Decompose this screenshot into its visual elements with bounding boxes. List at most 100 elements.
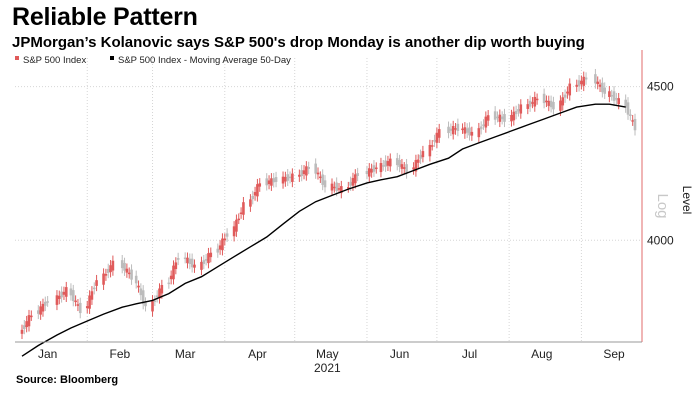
candle-body: [514, 110, 518, 115]
candle-body: [286, 174, 290, 181]
candle-body: [559, 100, 562, 111]
legend-swatch-index: [15, 56, 19, 60]
moving-average-layer: [21, 103, 626, 357]
candle-body: [298, 174, 301, 177]
candle-body: [144, 302, 147, 307]
x-tick-label: Apr: [248, 347, 267, 361]
candle-body: [430, 145, 434, 147]
candle-body: [225, 233, 229, 237]
candle-body: [528, 100, 532, 107]
candle-body: [633, 118, 637, 131]
candle-body: [535, 98, 539, 101]
candle-body: [186, 257, 189, 264]
candle-body: [284, 176, 287, 182]
candle-body: [615, 98, 618, 100]
candle-body: [218, 245, 222, 250]
candle-body: [88, 295, 91, 309]
candle-body: [139, 288, 143, 296]
grid-lines: [15, 58, 642, 342]
candle-body: [193, 264, 196, 268]
candle-body: [174, 262, 178, 270]
candle-body: [319, 176, 322, 179]
candle-body: [402, 167, 406, 169]
candle-body: [153, 300, 157, 303]
candle-body: [37, 310, 40, 314]
candle-body: [580, 80, 583, 85]
candle-body: [349, 181, 352, 186]
candle-body: [519, 104, 523, 114]
candle-body: [482, 124, 485, 126]
candle-body: [281, 176, 285, 184]
candle-body: [608, 91, 611, 97]
candle-body: [388, 158, 392, 167]
candle-body: [384, 160, 387, 167]
candle-body: [484, 116, 488, 128]
candle-body: [104, 274, 108, 276]
candle-body: [172, 265, 175, 280]
candle-body: [27, 315, 31, 327]
candle-body: [76, 304, 80, 306]
candle-body: [137, 285, 140, 288]
candle-body: [270, 178, 273, 186]
candle-body: [512, 111, 516, 121]
candle-body: [561, 97, 565, 106]
candle-body: [601, 82, 604, 93]
candle-body: [44, 301, 47, 306]
candle-body: [300, 170, 303, 177]
candle-body: [330, 183, 334, 191]
candle-body: [370, 168, 373, 173]
candle-body: [437, 129, 441, 138]
candle-body: [256, 184, 259, 197]
candle-body: [272, 178, 276, 183]
candle-body: [158, 288, 161, 299]
candle-body: [400, 164, 404, 169]
candle-body: [549, 100, 553, 108]
candle-body: [347, 187, 350, 189]
candle-body: [598, 84, 602, 87]
candle-body: [95, 280, 98, 286]
axes: 4000 4500 Jan Feb Mar Apr May Jun Jul Aug Sep 2021 L…: [15, 50, 694, 375]
candle-body: [463, 127, 467, 134]
candle-body: [386, 161, 390, 166]
candle-body: [568, 83, 572, 96]
candle-body: [468, 127, 471, 136]
candle-body: [69, 288, 73, 296]
candle-body: [169, 275, 173, 280]
candles: [20, 68, 637, 340]
candle-body: [274, 177, 278, 182]
candle-body: [204, 259, 208, 261]
candle-body: [200, 261, 203, 270]
candle-body: [307, 166, 310, 169]
candle-body: [333, 186, 336, 189]
candle-body: [23, 325, 26, 329]
candle-body: [155, 295, 159, 298]
candle-body: [351, 177, 355, 186]
candle-body: [631, 120, 634, 122]
candle-body: [372, 165, 376, 172]
x-tick-label: Jul: [462, 347, 477, 361]
candle-body: [414, 159, 418, 172]
moving-average-line: [21, 103, 626, 357]
candle-body: [503, 114, 506, 122]
candle-body: [183, 257, 187, 260]
legend-swatch-ma: [110, 56, 114, 60]
candle-body: [405, 164, 408, 174]
candle-body: [167, 282, 171, 285]
candle-body: [563, 94, 567, 98]
candle-body: [435, 132, 439, 143]
candle-body: [517, 108, 520, 112]
x-tick-label: Feb: [110, 347, 131, 361]
candle-body: [316, 172, 320, 175]
candle-body: [629, 114, 632, 116]
candle-body: [46, 301, 49, 303]
x-tick-label: Aug: [531, 347, 552, 361]
candle-body: [125, 268, 129, 273]
candle-body: [39, 306, 42, 315]
candle-body: [374, 167, 378, 170]
candle-body: [223, 238, 227, 241]
candle-body: [265, 178, 269, 186]
candle-body: [465, 128, 469, 133]
candle-body: [190, 258, 194, 268]
candle-body: [566, 91, 569, 94]
candle-body: [498, 114, 502, 122]
